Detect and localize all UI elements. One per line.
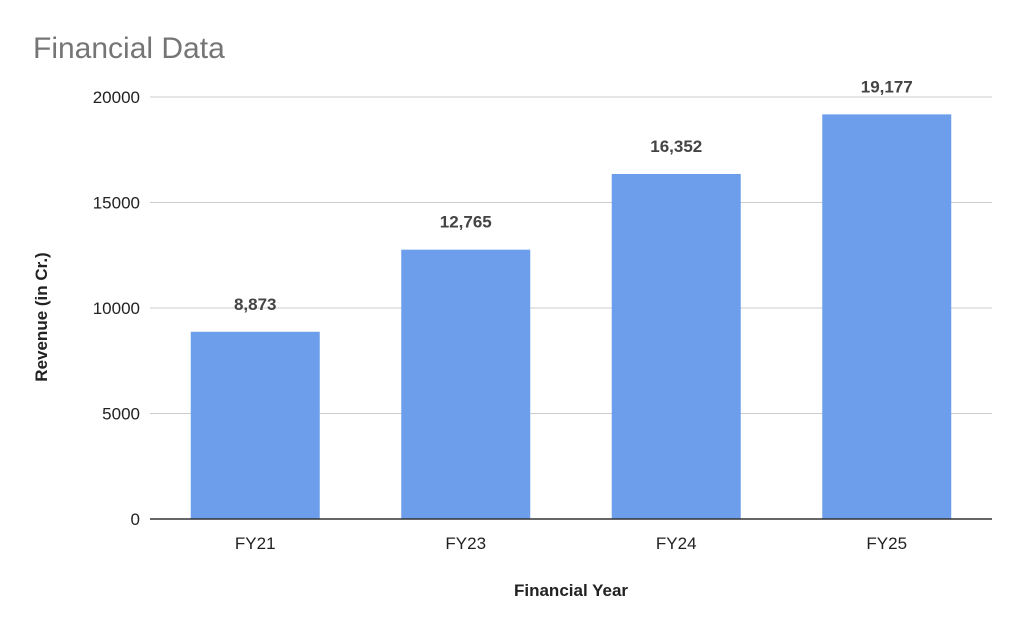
data-labels: 8,873 12,765 16,352 19,177 — [234, 77, 913, 313]
y-tick-label: 15000 — [93, 194, 140, 213]
bar — [401, 249, 531, 519]
y-tick-label: 5000 — [102, 405, 140, 424]
y-tick-label: 20000 — [93, 88, 140, 107]
y-tick-label: 10000 — [93, 299, 140, 318]
y-axis-title: Revenue (in Cr.) — [32, 252, 51, 381]
x-tick-label: FY25 — [866, 534, 907, 553]
x-axis-title: Financial Year — [514, 581, 628, 600]
x-tick-label: FY21 — [235, 534, 276, 553]
y-axis-ticks: 0 5000 10000 15000 20000 — [93, 88, 140, 529]
x-tick-label: FY23 — [445, 534, 486, 553]
x-tick-label: FY24 — [656, 534, 697, 553]
x-axis-ticks: FY21 FY23 FY24 FY25 — [235, 534, 907, 553]
bar — [190, 331, 320, 519]
data-label: 19,177 — [861, 77, 913, 96]
data-label: 16,352 — [650, 137, 702, 156]
data-label: 12,765 — [440, 213, 492, 232]
bar — [611, 173, 741, 520]
chart-title: Financial Data — [33, 32, 225, 65]
data-label: 8,873 — [234, 295, 277, 314]
bar — [822, 114, 952, 520]
y-tick-label: 0 — [131, 510, 140, 529]
bars — [190, 114, 952, 520]
